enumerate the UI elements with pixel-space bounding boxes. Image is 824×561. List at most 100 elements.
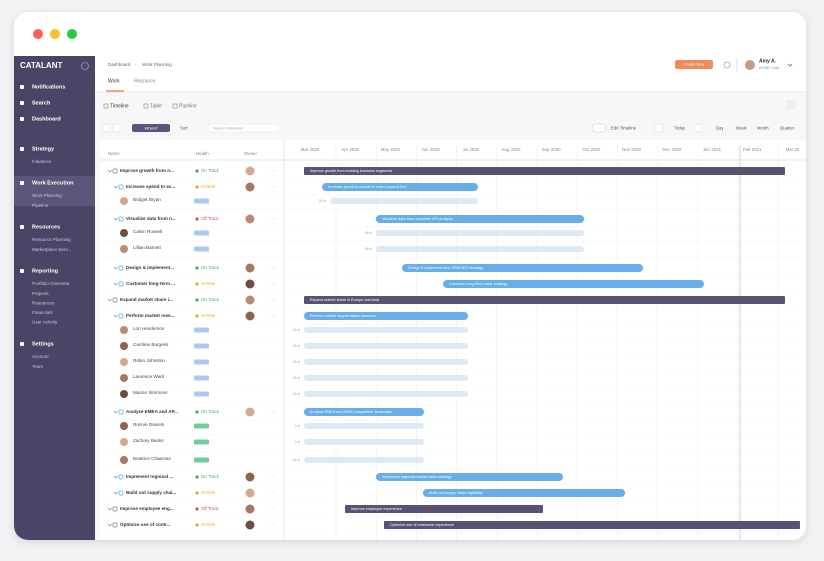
item-name[interactable]: Perform market rese... — [126, 313, 175, 318]
scale-option[interactable]: Quarter — [780, 126, 795, 131]
row-menu[interactable]: ··· — [270, 506, 275, 512]
expand-caret[interactable] — [113, 314, 118, 318]
person-avatar — [120, 326, 128, 334]
expand-caret[interactable] — [113, 282, 118, 286]
section-item[interactable]: Resources — [32, 300, 55, 305]
section-item[interactable]: Portfolio Overview — [32, 281, 70, 286]
project-bar[interactable] — [304, 312, 468, 320]
project-bar[interactable] — [322, 183, 478, 191]
maximize-dot[interactable] — [67, 29, 77, 39]
row-menu[interactable]: ··· — [270, 281, 275, 287]
column-header[interactable]: Owner — [244, 151, 257, 156]
row-menu[interactable]: ··· — [270, 297, 275, 303]
section-item[interactable]: User Activity — [32, 320, 58, 325]
item-name[interactable]: Optimize use of contr... — [120, 522, 171, 527]
close-dot[interactable] — [33, 29, 43, 39]
section-item[interactable]: Financials — [32, 310, 53, 315]
expand-caret[interactable] — [107, 169, 112, 173]
search-box[interactable] — [207, 123, 279, 133]
scale-option[interactable]: Week — [736, 126, 748, 131]
section-item[interactable]: Resource Planning — [32, 237, 71, 242]
item-name[interactable]: Visualize data from n... — [126, 216, 176, 221]
what-if-button[interactable] — [132, 124, 170, 132]
item-name[interactable]: Improve employee eng... — [120, 506, 174, 511]
item-name[interactable]: Improve growth from n... — [120, 168, 174, 173]
scale-option[interactable]: Month — [757, 126, 769, 131]
section-item[interactable]: Marketplace Serv... — [32, 247, 71, 252]
section-label[interactable]: Strategy — [32, 146, 55, 152]
section-label[interactable]: Work Execution — [32, 180, 74, 186]
section-item[interactable]: Initiatives — [32, 159, 52, 164]
today-button[interactable]: Today — [674, 126, 686, 131]
today-prev[interactable] — [654, 123, 664, 133]
item-name[interactable]: Build out supply chai... — [126, 490, 176, 495]
collapse-button[interactable] — [786, 100, 796, 110]
expand-caret[interactable] — [107, 523, 112, 527]
today-next[interactable] — [693, 123, 703, 133]
minimize-dot[interactable] — [50, 29, 60, 39]
project-bar[interactable] — [376, 473, 563, 481]
create-button-label[interactable]: Create New — [683, 62, 704, 67]
section-item[interactable]: Account — [32, 354, 49, 359]
item-name[interactable]: Implement regional ... — [126, 474, 173, 479]
section-label[interactable]: Notifications — [32, 84, 65, 90]
create-button[interactable] — [675, 60, 713, 69]
expand-caret[interactable] — [113, 266, 118, 270]
expand-caret[interactable] — [113, 491, 118, 495]
row-menu[interactable]: ··· — [270, 216, 275, 222]
item-name[interactable]: Expand market share i... — [120, 297, 173, 302]
what-if-label[interactable]: What-If — [145, 126, 159, 131]
section-label[interactable]: Settings — [32, 341, 54, 347]
row-menu[interactable]: ··· — [270, 490, 275, 496]
row-menu[interactable]: ··· — [270, 522, 275, 528]
project-bar[interactable] — [304, 408, 424, 416]
nav-next[interactable] — [112, 123, 121, 133]
item-name[interactable]: Design & implement... — [126, 265, 174, 270]
expand-caret[interactable] — [113, 185, 118, 189]
view-tab[interactable]: Timeline — [110, 103, 129, 109]
project-bar[interactable] — [402, 264, 643, 272]
column-header[interactable]: Name — [108, 151, 120, 156]
row-menu[interactable]: ··· — [270, 313, 275, 319]
nav-prev[interactable] — [102, 123, 111, 133]
row-menu[interactable]: ··· — [270, 409, 275, 415]
sort-button[interactable]: Sort — [180, 126, 189, 131]
expand-caret[interactable] — [113, 217, 118, 221]
tab[interactable]: Work — [108, 78, 120, 84]
row-menu[interactable]: ··· — [270, 168, 275, 174]
project-bar[interactable] — [443, 280, 704, 288]
view-tab[interactable]: Table — [150, 103, 162, 109]
row-menu[interactable]: ··· — [270, 184, 275, 190]
expand-caret[interactable] — [107, 298, 112, 302]
item-name[interactable]: Customer long-term ... — [126, 281, 175, 286]
initiative-bar[interactable] — [345, 505, 543, 513]
item-name[interactable]: Analyze EMEA and AP... — [126, 409, 178, 414]
view-tab[interactable]: Pipeline — [179, 103, 197, 109]
section-item[interactable]: Work Planning — [32, 193, 62, 198]
row-menu[interactable]: ··· — [270, 474, 275, 480]
section-label[interactable]: Reporting — [32, 268, 58, 274]
initiative-bar[interactable] — [304, 296, 785, 304]
scale-option[interactable]: Day — [716, 126, 724, 131]
section-label[interactable]: Resources — [32, 224, 60, 230]
row-menu[interactable]: ··· — [270, 265, 275, 271]
section-item[interactable]: Projects — [32, 291, 49, 296]
initiative-bar[interactable] — [304, 167, 785, 175]
column-header[interactable]: Health — [196, 151, 209, 156]
expand-caret[interactable] — [113, 410, 118, 414]
section-item[interactable]: Pipeline — [32, 203, 49, 208]
expand-caret[interactable] — [113, 475, 118, 479]
project-bar[interactable] — [376, 215, 584, 223]
help-icon[interactable] — [723, 61, 731, 69]
edit-timeline-toggle[interactable] — [591, 123, 607, 133]
expand-caret[interactable] — [107, 507, 112, 511]
section-label[interactable]: Search — [32, 100, 51, 106]
section-label[interactable]: Dashboard — [32, 116, 61, 122]
tab[interactable]: Resource — [134, 78, 156, 84]
user-avatar[interactable] — [745, 60, 755, 70]
breadcrumb[interactable]: Dashboard — [108, 62, 131, 67]
section-item[interactable]: Team — [32, 364, 43, 369]
item-name[interactable]: Increase spend to ex... — [126, 184, 175, 189]
project-bar[interactable] — [423, 489, 625, 497]
initiative-bar[interactable] — [384, 521, 800, 529]
